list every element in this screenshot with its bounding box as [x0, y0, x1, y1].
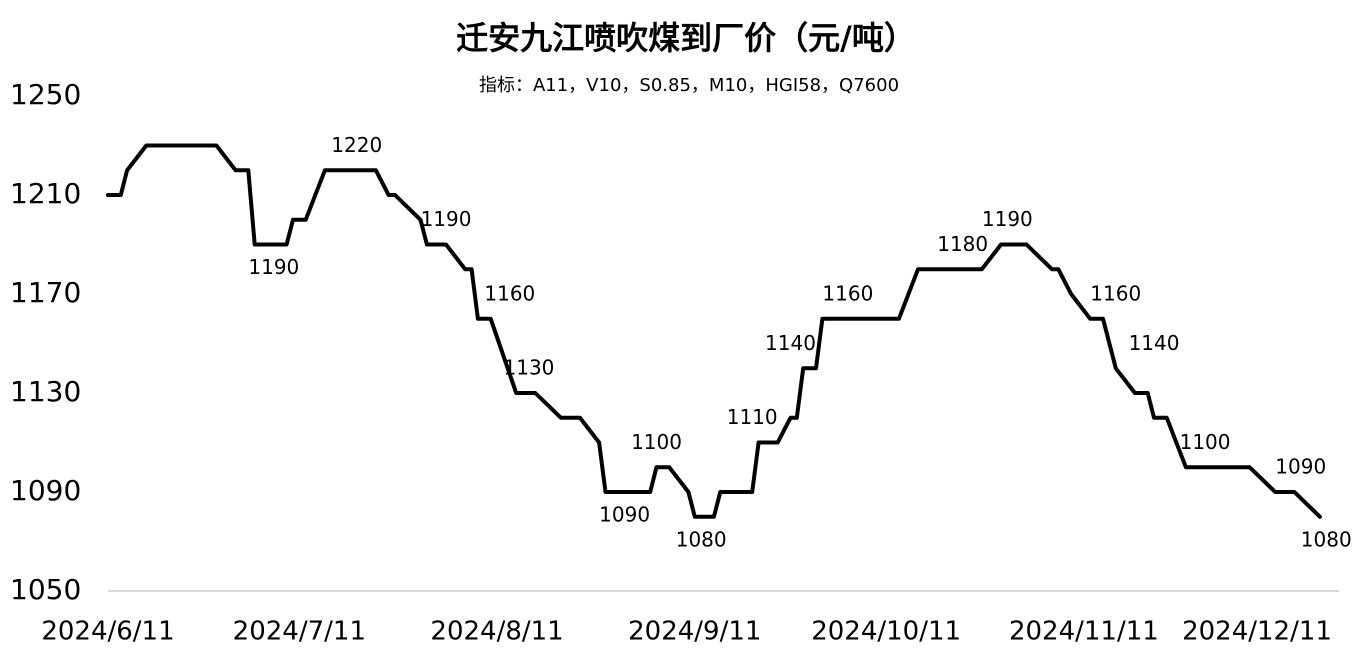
- data-label: 1160: [822, 281, 873, 305]
- y-tick-label: 1250: [10, 78, 81, 111]
- x-tick-label: 2024/6/11: [41, 617, 174, 647]
- data-label: 1080: [676, 527, 727, 551]
- data-label: 1220: [331, 133, 382, 157]
- data-label: 1140: [1129, 331, 1180, 355]
- data-label: 1180: [937, 232, 988, 256]
- y-tick-label: 1050: [10, 573, 81, 606]
- data-label: 1130: [504, 356, 555, 380]
- y-tick-label: 1130: [10, 375, 81, 408]
- chart-title: 迁安九江喷吹煤到厂价（元/吨）: [456, 19, 916, 57]
- x-tick-label: 2024/10/11: [811, 617, 961, 647]
- data-label: 1100: [1180, 430, 1231, 454]
- x-tick-label: 2024/12/11: [1182, 617, 1332, 647]
- data-label: 1160: [484, 281, 535, 305]
- data-label: 1160: [1090, 281, 1141, 305]
- x-tick-label: 2024/8/11: [430, 617, 563, 647]
- y-tick-label: 1210: [10, 177, 81, 210]
- x-tick-label: 2024/7/11: [233, 617, 366, 647]
- data-label: 1090: [599, 503, 650, 527]
- x-tick-label: 2024/11/11: [1009, 617, 1159, 647]
- data-label: 1190: [982, 207, 1033, 231]
- data-label: 1090: [1275, 455, 1326, 479]
- data-label: 1190: [248, 255, 299, 279]
- data-label: 1140: [765, 331, 816, 355]
- data-label: 1190: [421, 207, 472, 231]
- data-label: 1100: [631, 430, 682, 454]
- chart-subtitle: 指标：A11，V10，S0.85，M10，HGI58，Q7600: [479, 75, 899, 96]
- data-label: 1110: [727, 405, 778, 429]
- x-tick-label: 2024/9/11: [628, 617, 761, 647]
- y-tick-label: 1090: [10, 474, 81, 507]
- y-tick-label: 1170: [10, 276, 81, 309]
- data-label: 1080: [1301, 527, 1352, 551]
- line: [106, 143, 1322, 519]
